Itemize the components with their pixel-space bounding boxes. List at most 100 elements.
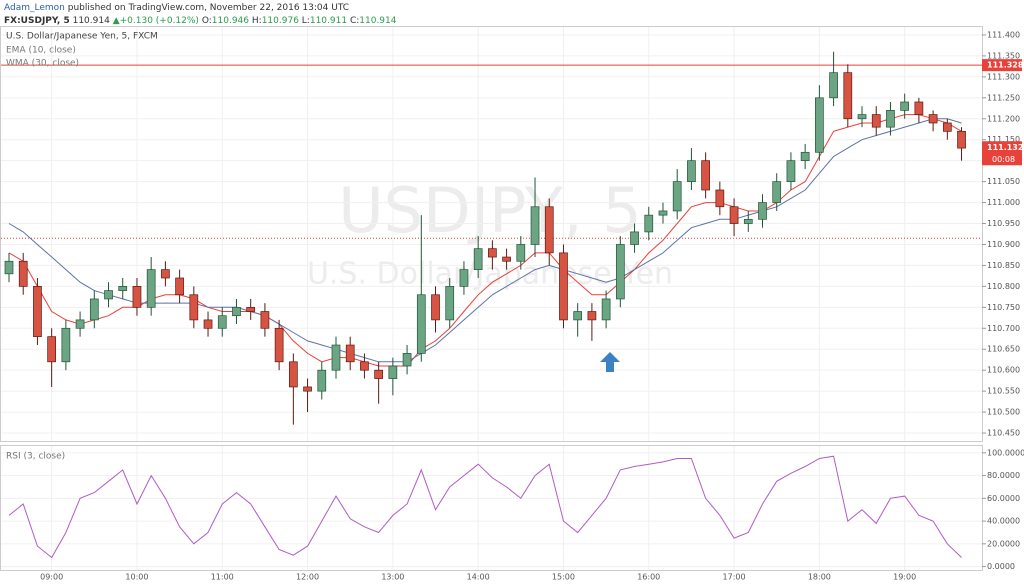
y-tick-label: 111.350	[987, 51, 1020, 60]
l-label: L:	[302, 16, 310, 26]
candle-body	[360, 361, 369, 371]
candle-body	[317, 369, 327, 392]
y-tick-label: 0.0000	[987, 562, 1015, 571]
countdown: 00:08	[992, 155, 1015, 164]
candle-body	[303, 386, 312, 392]
last-price-box	[982, 141, 1022, 166]
x-tick-label: 09:00	[40, 573, 63, 582]
x-tick-label: 14:00	[467, 573, 490, 582]
candle-body	[246, 306, 256, 312]
x-tick-label: 17:00	[723, 573, 746, 582]
candle-body	[459, 269, 469, 287]
candle-body	[374, 369, 383, 379]
author[interactable]: Adam_Lemon	[4, 3, 65, 13]
candle-body	[857, 114, 867, 120]
y-tick-label: 111.000	[987, 198, 1020, 207]
o-value: 110.946	[212, 16, 249, 26]
c-value: 110.914	[359, 16, 396, 26]
candle-body	[672, 181, 682, 212]
candle-body	[75, 319, 85, 329]
candle-body	[132, 286, 142, 308]
candle-body	[203, 319, 213, 329]
candle-body	[544, 206, 554, 254]
o-label: O:	[202, 16, 212, 26]
candle-body	[104, 290, 113, 300]
up-icon: ▲	[113, 16, 120, 26]
y-tick-label: 111.400	[987, 30, 1020, 39]
series-line	[8, 114, 962, 367]
candle-body	[772, 181, 782, 203]
y-tick-label: 110.850	[987, 261, 1020, 270]
y-tick-label: 110.550	[987, 387, 1020, 396]
candle-body	[601, 298, 611, 321]
y-tick-label: 111.250	[987, 93, 1020, 102]
x-tick-label: 15:00	[552, 573, 575, 582]
h-value: 110.976	[262, 16, 299, 26]
x-tick-label: 11:00	[211, 573, 234, 582]
series-line	[8, 118, 962, 363]
candle-body	[743, 218, 753, 224]
candle-body	[47, 336, 57, 363]
candle-body	[61, 327, 71, 363]
y-tick-label: 110.600	[987, 366, 1020, 375]
series-line	[8, 455, 962, 559]
candle-body	[630, 231, 639, 245]
candle-body	[473, 248, 483, 270]
x-tick-label: 12:00	[296, 573, 319, 582]
legend-wma: WMA (30, close)	[6, 59, 79, 69]
h-label: H:	[252, 16, 262, 26]
h-line-label: 111.328	[987, 61, 1024, 70]
y-tick-label: 100.0000	[987, 448, 1024, 457]
candle-body	[530, 206, 540, 245]
y-tick-label: 110.750	[987, 303, 1020, 312]
candle-body	[488, 248, 497, 258]
y-tick-label: 110.900	[987, 240, 1020, 249]
y-tick-label: 80.0000	[987, 471, 1020, 480]
candle-body	[33, 286, 42, 338]
x-tick-label: 18:00	[808, 573, 831, 582]
y-tick-label: 111.200	[987, 114, 1020, 123]
rsi-pane-border	[0, 445, 983, 571]
candle-body	[615, 244, 625, 300]
candle-body	[900, 101, 910, 111]
candle-body	[260, 311, 270, 329]
published: published on TradingView.com, November 2…	[68, 3, 349, 13]
rsi-legend: RSI (3, close)	[6, 452, 65, 462]
candle-body	[942, 122, 952, 132]
candle-body	[431, 294, 440, 321]
candle-body	[345, 344, 355, 363]
candle-body	[89, 298, 99, 321]
y-tick-label: 111.050	[987, 177, 1020, 186]
candle-body	[871, 114, 881, 128]
l-value: 110.911	[310, 16, 347, 26]
x-tick-label: 13:00	[381, 573, 404, 582]
legend-ema: EMA (10, close)	[6, 46, 76, 56]
candle-body	[416, 294, 426, 354]
change: +0.130 (+0.12%)	[120, 16, 199, 26]
candle-body	[644, 214, 654, 233]
candle-body	[161, 269, 170, 279]
candle-body	[288, 361, 298, 388]
quote-line: FX:USDJPY, 5 110.914 ▲+0.130 (+0.12%) O:…	[4, 16, 397, 26]
y-tick-label: 110.500	[987, 408, 1020, 417]
watermark: USDJPY, 5	[338, 174, 642, 247]
y-tick-label: 110.700	[987, 324, 1020, 333]
candle-body	[758, 202, 767, 220]
h-line-label-box	[982, 59, 1022, 72]
last: 110.914	[73, 16, 110, 26]
y-tick-label: 110.950	[987, 219, 1020, 228]
candle-body	[559, 252, 568, 321]
candle-body	[4, 260, 14, 275]
candle-body	[516, 244, 526, 262]
candle-body	[957, 130, 966, 149]
y-tick-label: 20.0000	[987, 539, 1020, 548]
candle-body	[445, 286, 455, 321]
x-tick-label: 19:00	[893, 573, 916, 582]
candle-body	[829, 72, 838, 99]
candle-body	[18, 260, 28, 287]
candle-body	[786, 160, 796, 182]
y-tick-label: 40.0000	[987, 517, 1020, 526]
candle-body	[701, 160, 710, 191]
symbol: FX:USDJPY, 5	[4, 16, 70, 26]
